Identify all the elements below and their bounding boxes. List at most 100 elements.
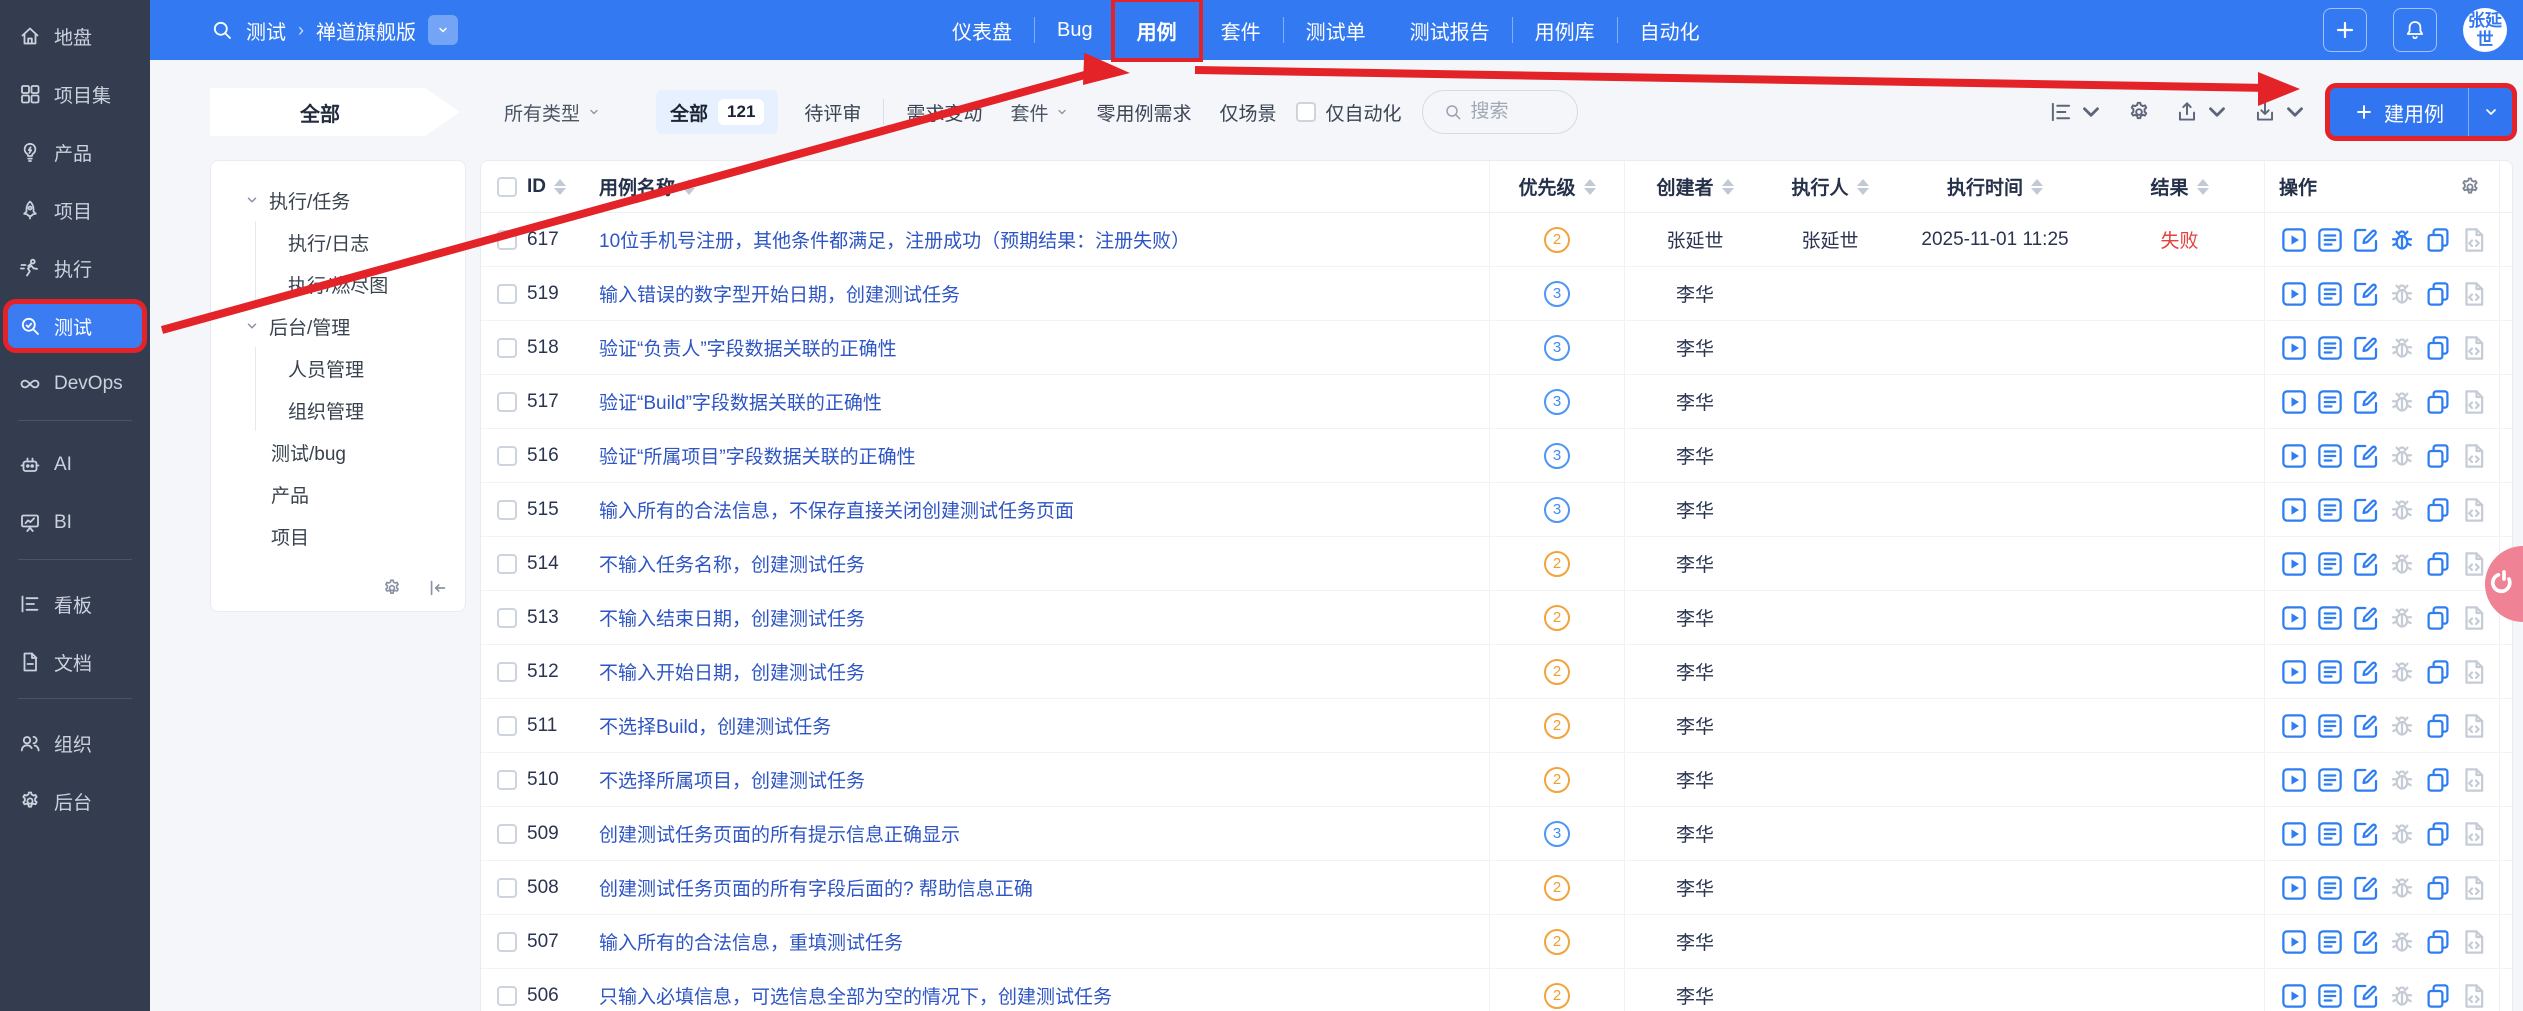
run-case-icon-button[interactable] [2279,387,2309,417]
sidebar-item-doc[interactable]: 文档 [8,640,142,684]
column-header-priority[interactable]: 优先级 [1490,161,1625,212]
sidebar-item-kanban[interactable]: 看板 [8,582,142,626]
filter-scene-only[interactable]: 仅场景 [1219,103,1277,125]
row-checkbox[interactable] [497,499,517,520]
column-header-creator[interactable]: 创建者 [1625,161,1765,212]
row-checkbox[interactable] [497,607,517,628]
run-case-icon-button[interactable] [2279,873,2309,903]
view-results-icon-button[interactable] [2315,279,2345,309]
search-input[interactable] [1470,101,1557,123]
script-icon-button[interactable] [2459,819,2489,849]
user-avatar[interactable]: 张延世 [2463,8,2507,52]
case-name-link[interactable]: 验证“Build”字段数据关联的正确性 [599,393,882,414]
run-case-icon-button[interactable] [2279,441,2309,471]
import-dropdown[interactable] [2252,99,2308,125]
case-name-link[interactable]: 不选择Build，创建测试任务 [599,717,832,738]
view-results-icon-button[interactable] [2315,495,2345,525]
case-name-link[interactable]: 输入所有的合法信息，不保存直接关闭创建测试任务页面 [599,501,1075,522]
edit-case-icon-button[interactable] [2351,819,2381,849]
bug-icon-button[interactable] [2387,819,2417,849]
create-case-button[interactable]: 建用例 [2330,88,2468,136]
view-results-icon-button[interactable] [2315,657,2345,687]
bug-icon-button[interactable] [2387,927,2417,957]
sidebar-item-bi[interactable]: BI [8,501,142,545]
case-name-link[interactable]: 不输入任务名称，创建测试任务 [599,555,866,576]
row-checkbox[interactable] [497,553,517,574]
select-all-checkbox[interactable] [497,176,517,197]
filter-auto-only[interactable]: 仅自动化 [1296,99,1402,126]
bug-icon-button[interactable] [2387,765,2417,795]
view-results-icon-button[interactable] [2315,225,2345,255]
script-icon-button[interactable] [2459,333,2489,363]
script-icon-button[interactable] [2459,387,2489,417]
tree-group-execution-task[interactable]: 执行/任务 [231,179,451,221]
copy-case-icon-button[interactable] [2423,495,2453,525]
case-name-link[interactable]: 不输入结束日期，创建测试任务 [599,609,866,630]
sidebar-item-project[interactable]: 项目 [8,188,142,232]
sort-icon[interactable] [554,178,566,195]
run-case-icon-button[interactable] [2279,711,2309,741]
row-checkbox[interactable] [497,391,517,412]
sidebar-item-product[interactable]: 产品 [8,130,142,174]
breadcrumb-section[interactable]: 测试 [246,21,286,44]
tree-item-execution-burndown[interactable]: 执行/燃尽图 [288,275,389,297]
column-header-name[interactable]: 用例名称 [599,161,1490,212]
row-checkbox[interactable] [497,823,517,844]
script-icon-button[interactable] [2459,657,2489,687]
scope-selector[interactable]: 全部 [210,88,460,136]
copy-case-icon-button[interactable] [2423,441,2453,471]
sidebar-item-dashboard[interactable]: 地盘 [8,14,142,58]
view-results-icon-button[interactable] [2315,981,2345,1011]
script-icon-button[interactable] [2459,279,2489,309]
view-results-icon-button[interactable] [2315,387,2345,417]
case-name-link[interactable]: 创建测试任务页面的所有字段后面的? 帮助信息正确 [599,879,1033,900]
copy-case-icon-button[interactable] [2423,387,2453,417]
case-name-link[interactable]: 输入错误的数字型开始日期，创建测试任务 [599,285,961,306]
search-box[interactable] [1421,90,1578,134]
column-settings-gear-icon[interactable] [2458,175,2482,199]
sort-icon[interactable] [1721,178,1734,195]
row-checkbox[interactable] [497,283,517,304]
edit-case-icon-button[interactable] [2351,603,2381,633]
bug-icon-button[interactable] [2387,873,2417,903]
run-case-icon-button[interactable] [2279,333,2309,363]
tab-suite[interactable]: 套件 [1220,21,1261,44]
sort-icon[interactable] [2031,178,2043,195]
script-icon-button[interactable] [2459,603,2489,633]
sidebar-item-program[interactable]: 项目集 [8,72,142,116]
tree-group-admin-manage[interactable]: 后台/管理 [231,305,451,347]
script-icon-button[interactable] [2459,495,2489,525]
copy-case-icon-button[interactable] [2423,549,2453,579]
tree-item-product[interactable]: 产品 [271,485,310,507]
filter-zero-case[interactable]: 零用例需求 [1096,103,1192,125]
tree-item-org-manage[interactable]: 组织管理 [288,401,365,423]
sidebar-item-ai[interactable]: AI [8,443,142,487]
filter-story-change[interactable]: 需求变动 [906,103,983,125]
row-checkbox[interactable] [497,445,517,466]
bug-icon-button[interactable] [2387,441,2417,471]
edit-case-icon-button[interactable] [2351,225,2381,255]
tab-testtask[interactable]: 测试单 [1305,21,1366,44]
tree-item-execution-log[interactable]: 执行/日志 [288,233,370,255]
sidebar-item-org[interactable]: 组织 [8,721,142,765]
tree-item-project[interactable]: 项目 [271,527,310,549]
view-results-icon-button[interactable] [2315,873,2345,903]
bug-icon-button[interactable] [2387,657,2417,687]
edit-case-icon-button[interactable] [2351,279,2381,309]
sort-icon[interactable] [1583,178,1596,195]
tree-item-test-bug[interactable]: 测试/bug [271,443,346,465]
tab-bug[interactable]: Bug [1057,18,1093,41]
filter-tab-all[interactable]: 全部 121 [656,90,779,134]
edit-case-icon-button[interactable] [2351,873,2381,903]
project-switch-dropdown[interactable] [428,15,458,45]
script-icon-button[interactable] [2459,441,2489,471]
column-header-exec-time[interactable]: 执行时间 [1895,161,2095,212]
edit-case-icon-button[interactable] [2351,495,2381,525]
sidebar-item-qa[interactable]: 测试 [8,304,142,348]
sidebar-item-devops[interactable]: DevOps [8,362,142,406]
copy-case-icon-button[interactable] [2423,927,2453,957]
column-header-result[interactable]: 结果 [2095,161,2265,212]
copy-case-icon-button[interactable] [2423,657,2453,687]
edit-case-icon-button[interactable] [2351,657,2381,687]
sort-icon[interactable] [683,178,696,195]
